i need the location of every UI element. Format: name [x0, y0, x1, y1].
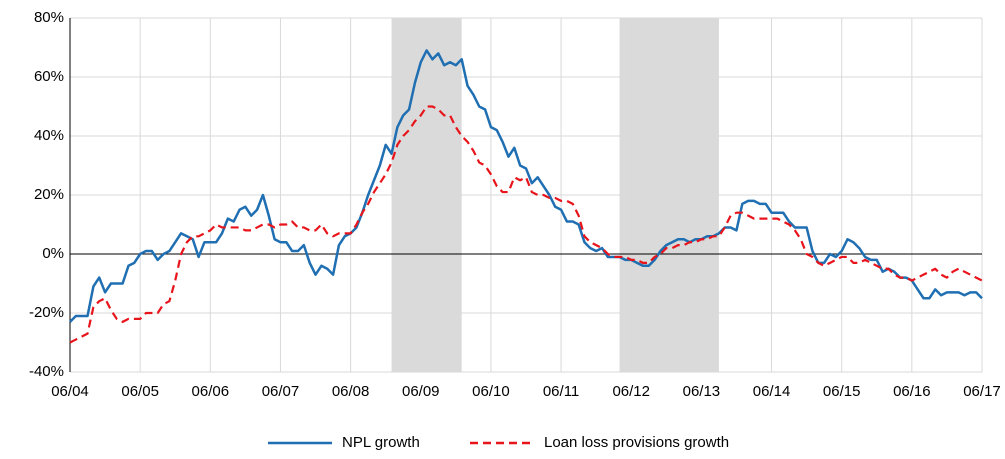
legend-label: Loan loss provisions growth [544, 434, 729, 451]
y-tick-label: 60% [34, 68, 64, 85]
y-tick-label: -20% [29, 304, 64, 321]
y-tick-label: 40% [34, 127, 64, 144]
legend-label: NPL growth [342, 434, 420, 451]
series-line [69, 105, 983, 344]
x-tick-label: 06/07 [262, 383, 300, 400]
x-tick-label: 06/06 [192, 383, 230, 400]
x-tick-label: 06/04 [51, 383, 89, 400]
y-tick-label: 20% [34, 186, 64, 203]
x-tick-label: 06/15 [823, 383, 861, 400]
series-line [69, 49, 983, 323]
x-tick-label: 06/14 [753, 383, 791, 400]
x-tick-label: 06/13 [683, 383, 721, 400]
x-tick-label: 06/16 [893, 383, 931, 400]
x-tick-label: 06/08 [332, 383, 370, 400]
y-tick-label: -40% [29, 363, 64, 380]
y-tick-label: 0% [42, 245, 64, 262]
x-tick-label: 06/05 [121, 383, 159, 400]
x-tick-label: 06/09 [402, 383, 440, 400]
y-tick-label: 80% [34, 9, 64, 26]
x-tick-label: 06/17 [963, 383, 1001, 400]
x-tick-label: 06/12 [612, 383, 650, 400]
x-tick-label: 06/11 [543, 383, 579, 400]
x-tick-label: 06/10 [472, 383, 510, 400]
